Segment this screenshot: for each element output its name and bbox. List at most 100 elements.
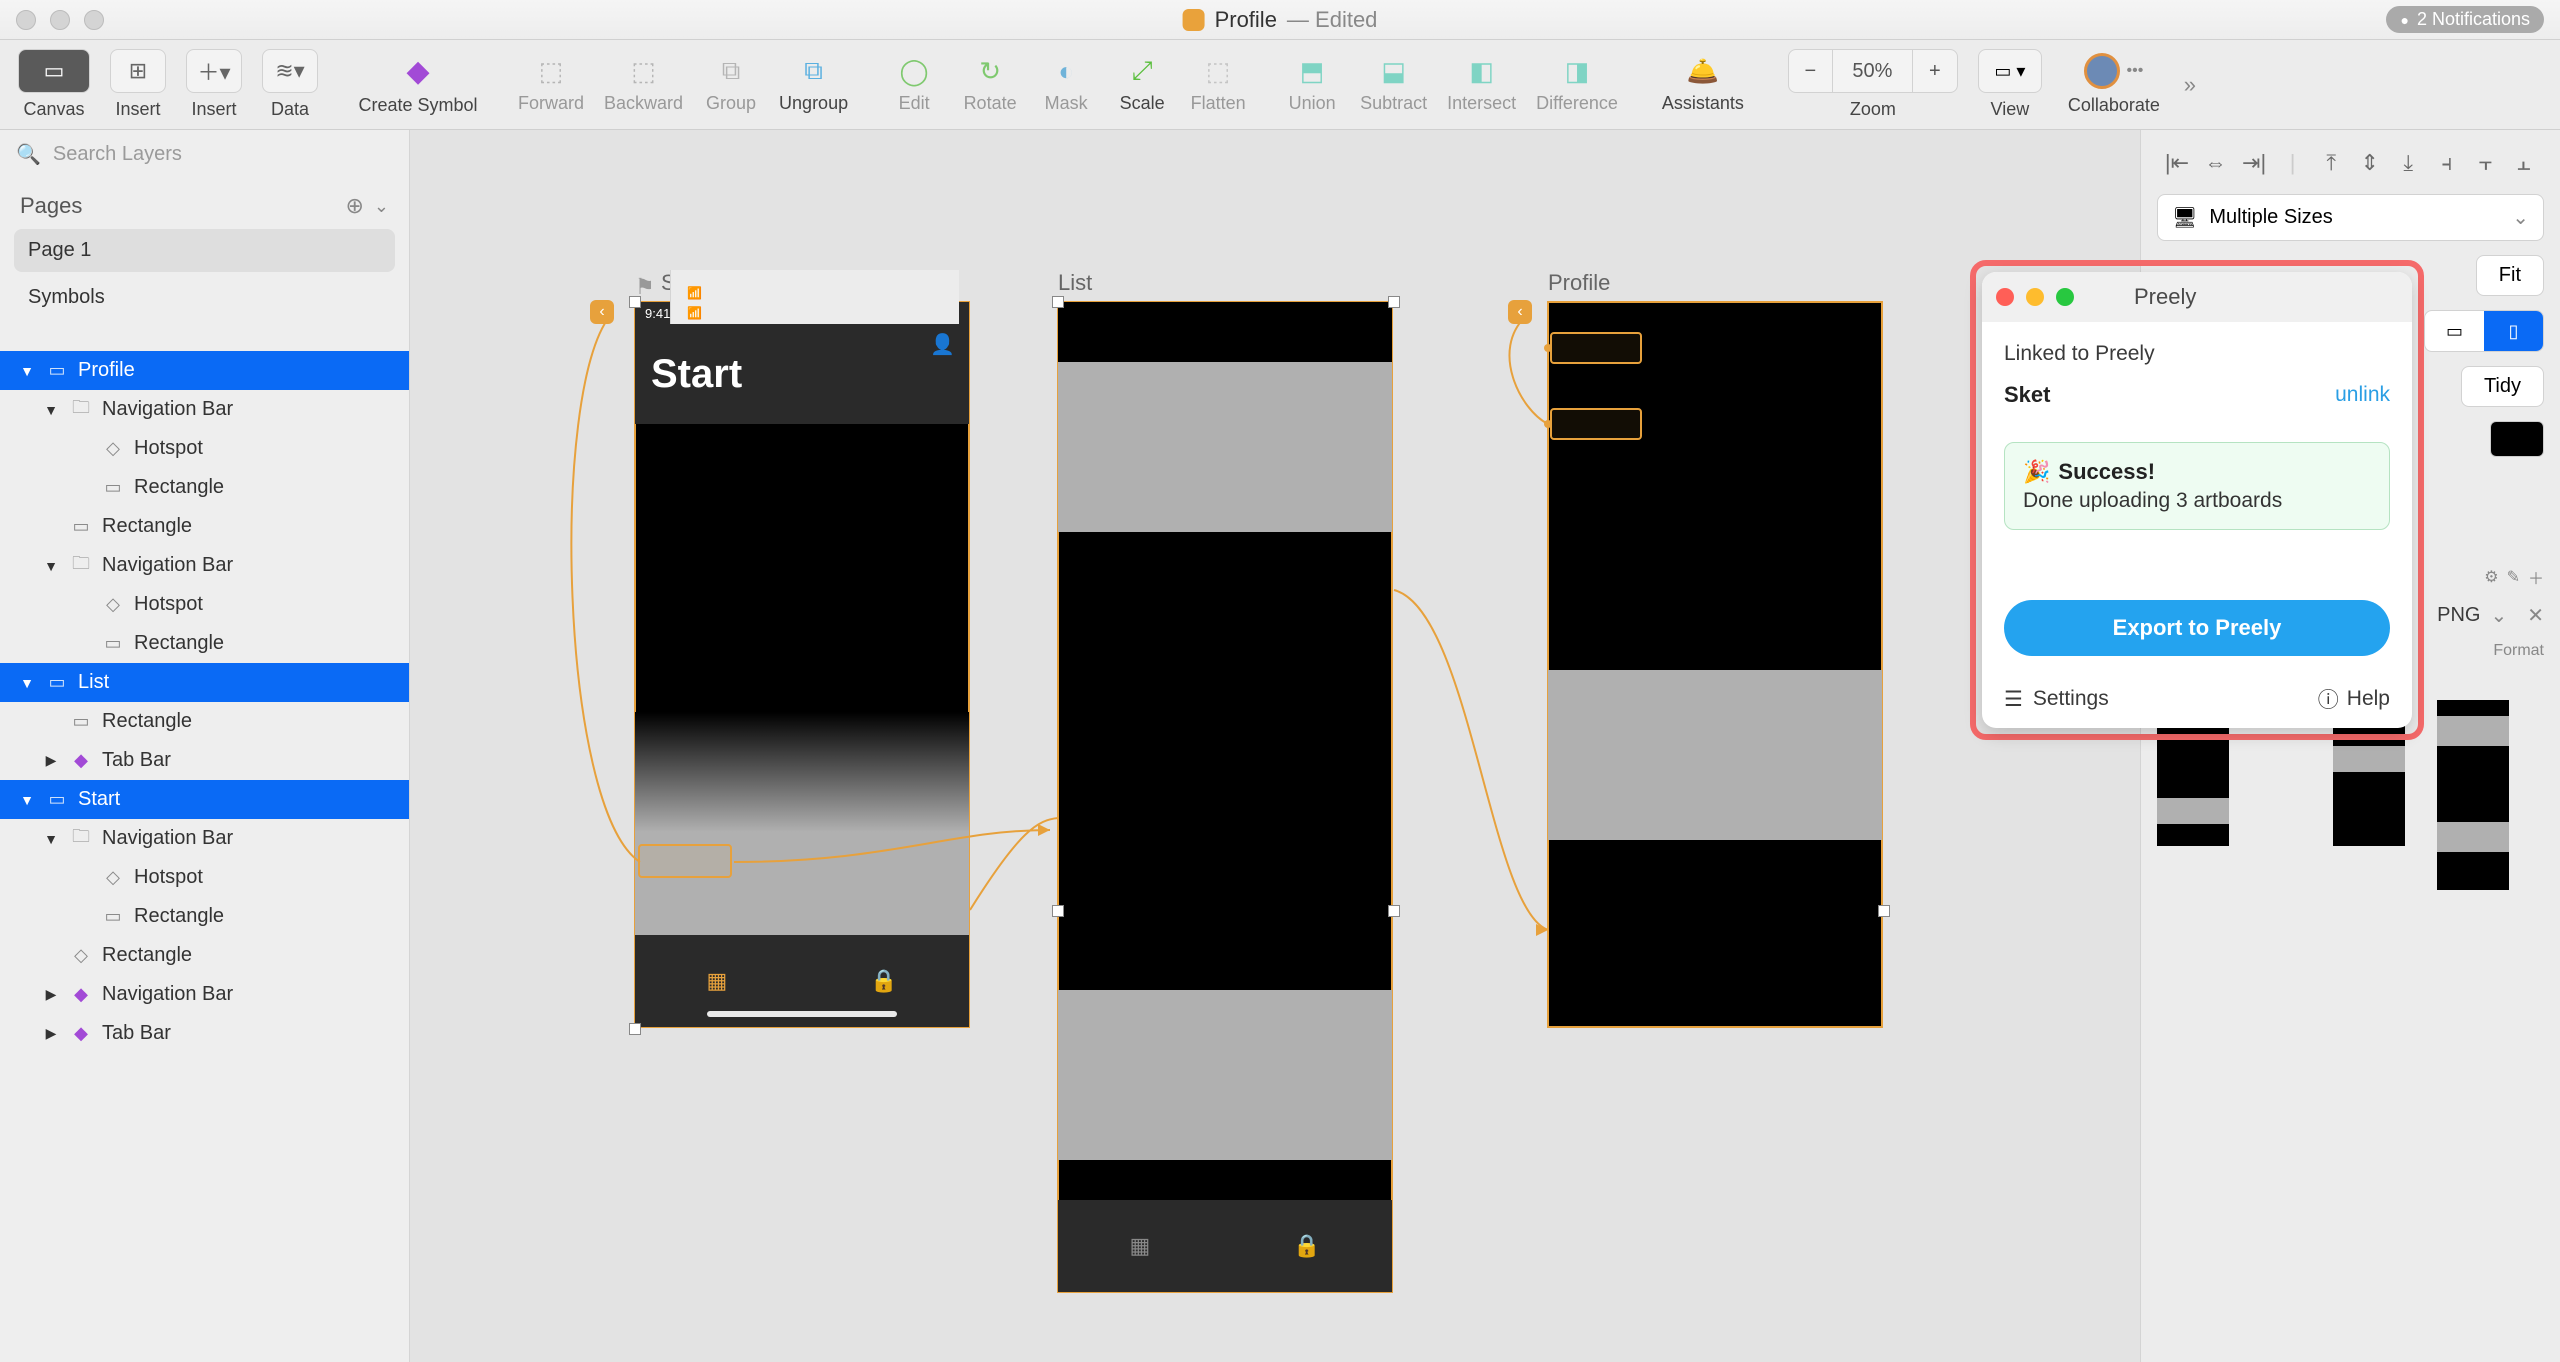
grid-icon[interactable]: ⊞ — [110, 49, 166, 93]
layer-artboard-start[interactable]: ▼▭Start — [0, 780, 409, 819]
layer-artboard-list[interactable]: ▼▭List — [0, 663, 409, 702]
layer-rectangle[interactable]: ▭Rectangle — [0, 624, 409, 663]
stack-icon[interactable]: ≋▾ — [262, 49, 318, 93]
layer-group-navbar[interactable]: ▼🗀Navigation Bar — [0, 819, 409, 858]
group-tool[interactable]: ⧉ Group — [695, 55, 767, 114]
align-left-icon[interactable]: |⇤ — [2163, 150, 2191, 176]
remove-icon[interactable]: ✕ — [2527, 603, 2544, 628]
dist-h-icon[interactable]: ⫞ — [2433, 150, 2461, 176]
layer-rectangle[interactable]: ◇Rectangle — [0, 936, 409, 975]
layer-rectangle[interactable]: ▭Rectangle — [0, 468, 409, 507]
zoom-in-button[interactable]: + — [1913, 49, 1957, 93]
zoom-window-icon[interactable] — [84, 10, 104, 30]
preely-plugin-window[interactable]: Preely Linked to Preely Sket unlink 🎉Suc… — [1982, 272, 2412, 728]
align-top-icon[interactable]: ⤒ — [2317, 150, 2345, 176]
layer-hotspot[interactable]: ◇Hotspot — [0, 429, 409, 468]
preview-thumb[interactable] — [2437, 700, 2509, 890]
zoom-tool[interactable]: − 50% + Zoom — [1780, 49, 1966, 120]
user-avatar-icon[interactable] — [2084, 53, 2120, 89]
unlink-link[interactable]: unlink — [2335, 383, 2390, 407]
back-link-badge[interactable]: ‹ — [590, 300, 614, 324]
hotspot[interactable] — [1550, 408, 1642, 440]
scale-tool[interactable]: ⤢Scale — [1106, 55, 1178, 114]
rotate-tool[interactable]: ↻Rotate — [954, 56, 1026, 114]
dist-icon[interactable]: ⫠ — [2510, 150, 2538, 176]
diamond-icon[interactable]: ◆ — [406, 54, 429, 89]
search-layers-input[interactable]: 🔍 Search Layers — [0, 130, 409, 179]
view-icon[interactable]: ▭ ▾ — [1978, 49, 2042, 93]
hotspot[interactable] — [1550, 332, 1642, 364]
layer-hotspot[interactable]: ◇Hotspot — [0, 858, 409, 897]
minimize-icon[interactable] — [2026, 288, 2044, 306]
difference-tool[interactable]: ◨Difference — [1528, 56, 1626, 114]
help-link[interactable]: Help — [2347, 687, 2390, 711]
bell-icon[interactable]: 🛎️ — [1687, 56, 1719, 87]
canvas-viewport[interactable]: ⚑ Start ‹ 9:41 📶📶🔋 Start 👤 ▦ 🔒 Lis — [410, 130, 2140, 1362]
zoom-icon[interactable] — [2056, 288, 2074, 306]
plugin-titlebar[interactable]: Preely — [1982, 272, 2412, 322]
layer-artboard-profile[interactable]: ▼▭Profile — [0, 351, 409, 390]
page-item-symbols[interactable]: Symbols — [14, 276, 395, 319]
layer-group-navbar[interactable]: ▼🗀Navigation Bar — [0, 390, 409, 429]
align-middle-icon[interactable]: ⇕ — [2356, 150, 2384, 176]
minimize-window-icon[interactable] — [50, 10, 70, 30]
layer-group-navbar[interactable]: ▼🗀Navigation Bar — [0, 546, 409, 585]
canvas-icon[interactable]: ▭ — [18, 49, 90, 93]
resize-dropdown[interactable]: 🖥 Multiple Sizes ⌄ — [2157, 194, 2544, 241]
scale-icon[interactable]: ⤢ — [1132, 55, 1153, 87]
align-center-icon[interactable]: ⇔ — [2202, 150, 2230, 176]
zoom-out-button[interactable]: − — [1789, 49, 1833, 93]
ungroup-tool[interactable]: ⧉ Ungroup — [771, 55, 856, 114]
artboard-list[interactable]: ▦ 🔒 — [1058, 302, 1392, 1292]
layer-component-navbar[interactable]: ▶◆Navigation Bar — [0, 975, 409, 1014]
edit-tool[interactable]: ◯Edit — [878, 56, 950, 114]
assistants-tool[interactable]: 🛎️Assistants — [1648, 56, 1758, 114]
window-traffic-lights[interactable] — [16, 10, 104, 30]
orientation-segment[interactable]: ▭ ▯ — [2424, 310, 2544, 352]
align-controls[interactable]: |⇤ ⇔ ⇥| | ⤒ ⇕ ⤓ ⫞ ⫟ ⫠ — [2157, 146, 2544, 180]
data-tool[interactable]: ≋▾ Data — [254, 49, 326, 120]
portrait-icon[interactable]: ▯ — [2484, 311, 2543, 351]
landscape-icon[interactable]: ▭ — [2425, 311, 2484, 351]
subtract-tool[interactable]: ⬓Subtract — [1352, 56, 1435, 114]
backward-tool[interactable]: ⬚ Backward — [596, 56, 691, 114]
layer-component-tabbar[interactable]: ▶◆Tab Bar — [0, 741, 409, 780]
close-icon[interactable] — [1996, 288, 2014, 306]
color-swatch[interactable] — [2490, 421, 2544, 457]
hotspot[interactable] — [638, 844, 732, 878]
menu-icon[interactable]: ☰ — [2004, 687, 2023, 712]
forward-tool[interactable]: ⬚ Forward — [510, 56, 592, 114]
dist-v-icon[interactable]: ⫟ — [2471, 150, 2499, 176]
export-to-preely-button[interactable]: Export to Preely — [2004, 600, 2390, 656]
align-bottom-icon[interactable]: ⤓ — [2394, 150, 2422, 176]
canvas-tool[interactable]: ▭ Canvas — [10, 49, 98, 120]
fit-button[interactable]: Fit — [2476, 255, 2544, 296]
view-tool[interactable]: ▭ ▾ View — [1970, 49, 2050, 120]
layer-rectangle[interactable]: ▭Rectangle — [0, 897, 409, 936]
insert-plus-tool[interactable]: ＋▾ Insert — [178, 49, 250, 120]
layer-rectangle[interactable]: ▭Rectangle — [0, 507, 409, 546]
union-tool[interactable]: ⬒Union — [1276, 56, 1348, 114]
ungroup-icon[interactable]: ⧉ — [804, 55, 823, 87]
notifications-badge[interactable]: 2 Notifications — [2386, 6, 2544, 33]
flatten-tool[interactable]: ⬚Flatten — [1182, 56, 1254, 114]
pages-chevron-icon[interactable]: ⌄ — [374, 196, 389, 217]
create-symbol-tool[interactable]: ◆ Create Symbol — [348, 54, 488, 116]
page-item-page1[interactable]: Page 1 — [14, 229, 395, 272]
overflow-icon[interactable]: » — [2178, 72, 2202, 98]
align-right-icon[interactable]: ⇥| — [2240, 150, 2268, 176]
zoom-value[interactable]: 50% — [1833, 49, 1913, 93]
add-page-icon[interactable]: ⊕ — [345, 193, 363, 219]
artboard-start[interactable]: 9:41 📶📶🔋 Start 👤 ▦ 🔒 — [635, 302, 969, 1027]
mask-tool[interactable]: ◐Mask — [1030, 56, 1102, 114]
layer-component-tabbar[interactable]: ▶◆Tab Bar — [0, 1014, 409, 1053]
back-link-badge[interactable]: ‹ — [1508, 300, 1532, 324]
intersect-tool[interactable]: ◧Intersect — [1439, 56, 1524, 114]
layer-rectangle[interactable]: ▭Rectangle — [0, 702, 409, 741]
insert-tool[interactable]: ⊞ Insert — [102, 49, 174, 120]
plus-icon[interactable]: ＋▾ — [186, 49, 242, 93]
close-window-icon[interactable] — [16, 10, 36, 30]
tidy-button[interactable]: Tidy — [2461, 366, 2544, 407]
layer-hotspot[interactable]: ◇Hotspot — [0, 585, 409, 624]
artboard-label-list[interactable]: List — [1058, 270, 1092, 296]
